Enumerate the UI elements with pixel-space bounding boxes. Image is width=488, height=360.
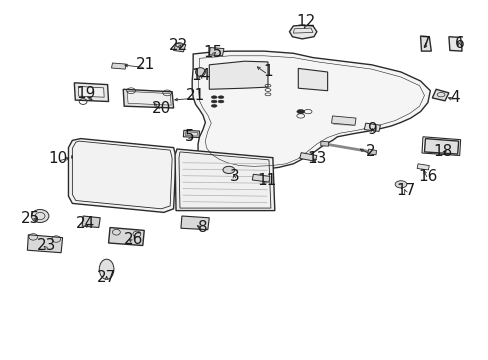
Polygon shape (448, 37, 461, 51)
Polygon shape (298, 68, 327, 91)
Text: 17: 17 (395, 183, 415, 198)
Ellipse shape (211, 96, 217, 99)
Ellipse shape (218, 100, 224, 103)
Polygon shape (289, 25, 316, 39)
Polygon shape (74, 83, 108, 102)
Text: 25: 25 (21, 211, 41, 226)
Text: 20: 20 (151, 100, 171, 116)
Text: 11: 11 (256, 173, 276, 188)
Ellipse shape (223, 166, 234, 174)
Text: 18: 18 (432, 144, 451, 159)
Text: 13: 13 (306, 151, 326, 166)
Text: 4: 4 (449, 90, 459, 105)
Polygon shape (192, 51, 429, 170)
Ellipse shape (211, 104, 217, 107)
Text: 1: 1 (263, 64, 272, 80)
Text: 9: 9 (367, 122, 377, 137)
Ellipse shape (99, 259, 114, 279)
Polygon shape (175, 149, 274, 211)
Polygon shape (367, 149, 376, 155)
Polygon shape (183, 130, 199, 138)
Text: 21: 21 (136, 57, 155, 72)
Text: 3: 3 (229, 169, 239, 184)
Text: 10: 10 (48, 151, 67, 166)
Text: 26: 26 (123, 232, 143, 247)
Polygon shape (299, 153, 316, 161)
Ellipse shape (218, 96, 224, 99)
Text: 16: 16 (417, 169, 437, 184)
Polygon shape (420, 36, 430, 51)
Polygon shape (431, 89, 448, 101)
Polygon shape (78, 86, 104, 97)
Text: 19: 19 (76, 86, 95, 101)
Ellipse shape (195, 68, 205, 76)
Polygon shape (108, 228, 144, 246)
Text: 2: 2 (365, 144, 375, 159)
Polygon shape (320, 141, 328, 146)
Text: 12: 12 (295, 14, 315, 29)
Polygon shape (209, 61, 267, 89)
Text: 5: 5 (184, 129, 194, 144)
Text: 7: 7 (420, 36, 429, 51)
Polygon shape (364, 123, 380, 131)
Ellipse shape (296, 109, 304, 114)
Polygon shape (181, 216, 209, 230)
Text: 24: 24 (76, 216, 95, 231)
Polygon shape (209, 48, 224, 56)
Polygon shape (27, 235, 62, 253)
Polygon shape (127, 91, 171, 105)
Polygon shape (424, 139, 458, 154)
Text: 6: 6 (454, 36, 464, 51)
Text: 23: 23 (37, 238, 56, 253)
Text: 14: 14 (190, 68, 210, 83)
Ellipse shape (31, 210, 49, 222)
Polygon shape (111, 63, 126, 69)
Polygon shape (252, 174, 269, 182)
Text: 21: 21 (185, 88, 205, 103)
Polygon shape (123, 89, 173, 108)
Polygon shape (68, 139, 176, 212)
Text: 8: 8 (198, 220, 207, 235)
Polygon shape (416, 164, 428, 170)
Polygon shape (82, 216, 100, 228)
Text: 15: 15 (203, 45, 222, 60)
Polygon shape (173, 43, 185, 52)
Polygon shape (331, 116, 355, 125)
Text: 22: 22 (168, 37, 188, 53)
Ellipse shape (394, 181, 406, 188)
Ellipse shape (211, 100, 217, 103)
Text: 27: 27 (97, 270, 116, 285)
